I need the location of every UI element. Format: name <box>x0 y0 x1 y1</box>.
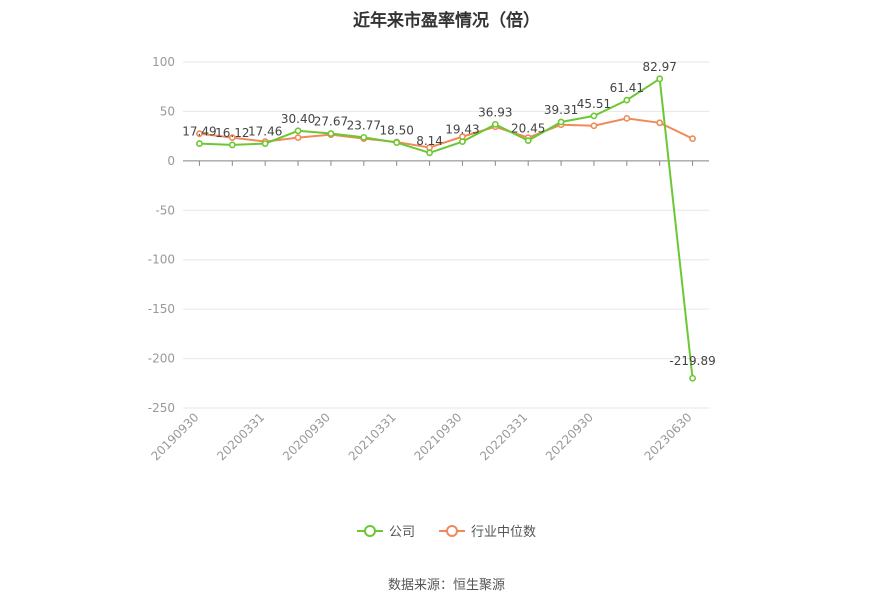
y-tick-label: -150 <box>148 302 175 316</box>
data-point-company <box>459 138 466 146</box>
data-label: 27.67 <box>314 115 348 129</box>
data-label: 82.97 <box>643 60 677 74</box>
data-label: 23.77 <box>347 118 381 132</box>
chart-title: 近年来市盈率情况（倍） <box>353 11 540 31</box>
legend-label-industry-median: 行业中位数 <box>471 525 537 540</box>
data-label: 20.45 <box>511 122 545 136</box>
data-point-company <box>689 374 696 382</box>
data-point-company <box>261 140 269 147</box>
x-tick-label: 20210331 <box>346 410 399 463</box>
data-label: 16.12 <box>215 126 249 140</box>
data-point-company <box>327 130 335 137</box>
data-label: -219.89 <box>669 354 715 368</box>
legend-label-company: 公司 <box>388 525 415 540</box>
data-label: 45.51 <box>577 97 611 111</box>
data-point-company <box>294 127 302 135</box>
x-tick-label: 20200331 <box>214 410 267 463</box>
x-tick-label: 20200930 <box>280 410 333 463</box>
data-point-company <box>557 118 565 126</box>
y-tick-label: 50 <box>160 104 175 118</box>
data-point-industry-median <box>196 130 203 138</box>
y-tick-label: -50 <box>155 203 175 217</box>
series-line-company <box>199 77 694 379</box>
data-point-company <box>426 149 433 157</box>
data-point-industry-median <box>590 122 598 130</box>
data-point-company <box>656 75 664 83</box>
data-label: 17.46 <box>248 125 282 139</box>
data-point-industry-median <box>656 119 664 127</box>
x-tick-label: 20230630 <box>642 410 695 463</box>
x-tick-label: 20220331 <box>477 410 530 463</box>
data-label: 36.93 <box>478 105 512 119</box>
data-label: 18.50 <box>380 124 414 138</box>
data-point-company <box>196 140 203 147</box>
data-label: 39.31 <box>544 103 578 117</box>
series-line-industry-median <box>199 117 693 149</box>
data-point-company <box>491 120 499 128</box>
y-tick-label: 100 <box>152 55 175 69</box>
x-tick-label: 20220930 <box>543 410 596 463</box>
y-tick-label: -200 <box>148 352 175 366</box>
legend-swatch-company <box>356 524 383 538</box>
data-label: 19.43 <box>445 123 479 137</box>
data-point-company <box>228 141 236 149</box>
data-label: 8.14 <box>416 134 443 148</box>
data-point-industry-median <box>228 134 236 142</box>
x-tick-label: 20210930 <box>411 410 464 463</box>
data-label: 61.41 <box>610 81 644 95</box>
y-tick-label: -100 <box>148 253 175 267</box>
legend-item-company[interactable]: 公司 <box>356 521 415 540</box>
data-point-industry-median <box>294 134 302 142</box>
data-point-industry-median <box>689 135 696 143</box>
chart-legend: 公司 行业中位数 <box>0 521 893 540</box>
data-point-company <box>623 96 631 104</box>
data-source: 数据来源：恒生聚源 <box>387 578 505 593</box>
data-point-company <box>360 133 368 141</box>
x-tick-label: 20190930 <box>148 410 201 463</box>
data-label: 30.40 <box>281 112 315 126</box>
data-point-company <box>590 112 598 120</box>
data-point-company <box>393 139 401 146</box>
legend-item-industry-median[interactable]: 行业中位数 <box>439 521 536 540</box>
legend-swatch-industry-median <box>439 524 465 538</box>
data-point-company <box>524 137 532 145</box>
data-label: 17.49 <box>182 125 216 139</box>
data-point-industry-median <box>623 114 631 122</box>
y-tick-label: 0 <box>167 154 175 168</box>
y-tick-label: -250 <box>148 401 175 415</box>
